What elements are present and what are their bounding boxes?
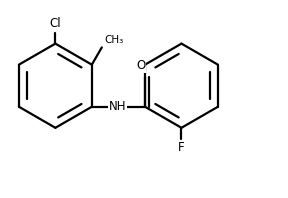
- Text: F: F: [178, 141, 185, 154]
- Text: NH: NH: [109, 100, 126, 113]
- Text: O: O: [136, 59, 145, 72]
- Text: Cl: Cl: [50, 17, 61, 30]
- Text: CH₃: CH₃: [104, 35, 123, 45]
